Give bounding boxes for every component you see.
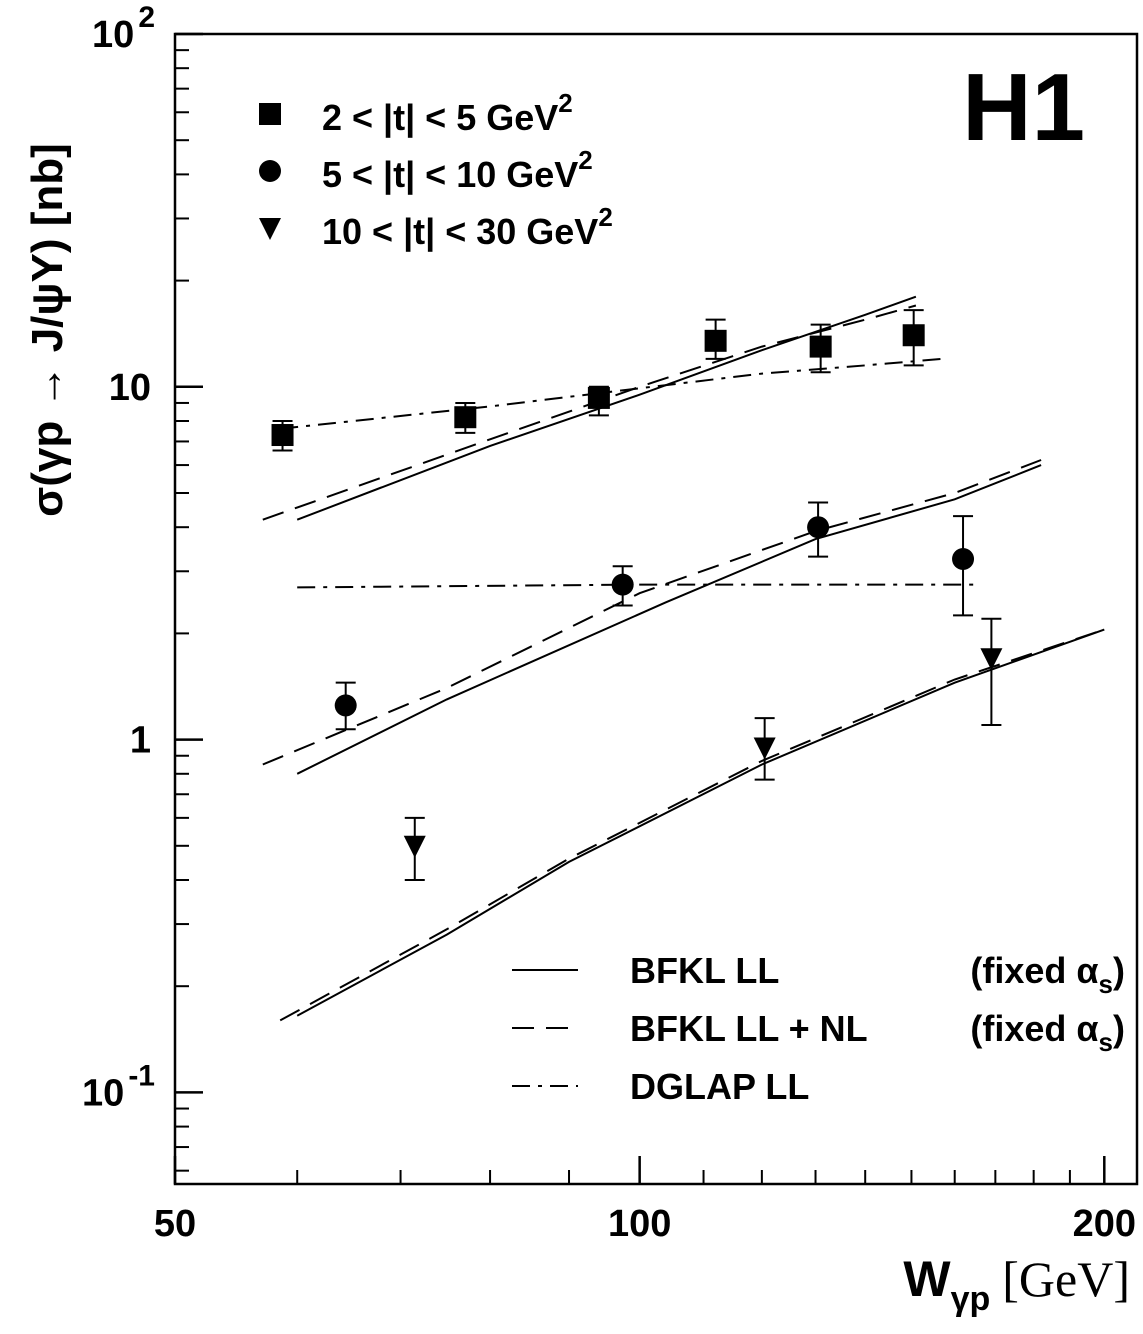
- curve-dashdot-group-1: [280, 357, 943, 430]
- curve-solid-group-1: [296, 295, 917, 521]
- data-point-square: [809, 335, 832, 358]
- x-axis-title: Wγp [GeV]: [903, 1251, 1130, 1318]
- curve-dashed-group-1: [262, 304, 917, 521]
- curve-legend-label: BFKL LL + NL: [630, 1008, 868, 1049]
- y-tick-label: 10 2: [92, 1, 155, 56]
- y-tick-label: 10 -1: [82, 1059, 155, 1114]
- curve-legend-suffix: (fixed αs): [970, 1008, 1125, 1057]
- legend-label: 10 < |t| < 30 GeV2: [322, 202, 613, 253]
- data-point-square: [454, 406, 477, 429]
- data-point-triangle-down: [753, 737, 776, 760]
- data-point-square: [704, 329, 727, 352]
- data-point-triangle-down: [403, 835, 426, 858]
- data-point-circle: [807, 516, 830, 539]
- x-axis-title-unit: [GeV]: [1002, 1251, 1130, 1307]
- legend-marker-square: [259, 103, 281, 125]
- theory-curves: [262, 295, 1105, 1022]
- curve-dashed-group-3: [279, 628, 1105, 1022]
- y-tick-label: 1: [130, 720, 151, 762]
- legend-marker-triangle-down: [259, 218, 281, 240]
- curve-solid-group-2: [296, 464, 1042, 775]
- x-axis-title-main: W: [903, 1251, 951, 1307]
- major-ticks: [173, 32, 1106, 1184]
- data-point-square: [271, 424, 294, 447]
- minor-ticks: [175, 49, 1071, 1184]
- x-tick-label: 100: [608, 1203, 671, 1245]
- legend-label: 2 < |t| < 5 GeV2: [322, 88, 573, 139]
- x-tick-label: 200: [1073, 1203, 1136, 1245]
- data-points: [271, 309, 1003, 881]
- curve-legend-suffix: (fixed αs): [970, 950, 1125, 999]
- marker-legend: 2 < |t| < 5 GeV2 5 < |t| < 10 GeV2 10 < |t…: [259, 88, 613, 253]
- data-point-circle: [334, 694, 357, 717]
- experiment-logo: H1: [962, 54, 1085, 161]
- curve-solid-group-3: [296, 628, 1105, 1017]
- x-tick-label: 50: [154, 1203, 196, 1245]
- data-point-circle: [611, 573, 634, 596]
- plot-frame: [173, 32, 1139, 1186]
- data-point-triangle-down: [980, 648, 1003, 671]
- tick-labels: 50 100 200 10 -1 1 10 10 2: [82, 1, 1136, 1245]
- curve-legend-label: DGLAP LL: [630, 1066, 809, 1107]
- curve-dashed-group-2: [262, 459, 1042, 766]
- data-point-square: [587, 386, 610, 409]
- curve-dashdot-group-2: [297, 583, 980, 589]
- data-point-square: [902, 324, 925, 347]
- curve-legend-label: BFKL LL: [630, 950, 779, 991]
- x-axis-title-sub: γp: [951, 1280, 991, 1318]
- data-point-circle: [952, 548, 975, 571]
- legend-label: 5 < |t| < 10 GeV2: [322, 145, 593, 196]
- y-axis-title: σ(γp → J/ψY) [nb]: [23, 143, 72, 517]
- y-tick-label: 10: [109, 367, 151, 409]
- curve-legend: BFKL LL (fixed αs) BFKL LL + NL (fixed αs) D…: [512, 950, 1125, 1107]
- legend-marker-circle: [259, 160, 281, 182]
